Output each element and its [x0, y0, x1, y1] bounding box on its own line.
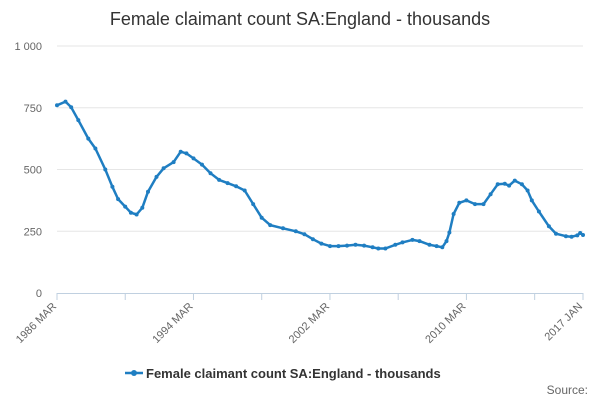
series-layer	[55, 99, 585, 251]
x-tick-label: 1994 MAR	[150, 301, 195, 346]
data-point[interactable]	[86, 136, 91, 141]
data-point[interactable]	[400, 240, 405, 245]
data-point[interactable]	[319, 241, 324, 246]
data-point[interactable]	[507, 183, 512, 188]
data-point[interactable]	[440, 245, 445, 250]
data-point[interactable]	[154, 174, 159, 179]
data-point[interactable]	[234, 184, 239, 189]
data-point[interactable]	[569, 234, 574, 239]
data-point[interactable]	[208, 171, 213, 176]
y-tick-label: 750	[24, 103, 42, 115]
data-point[interactable]	[191, 156, 196, 161]
legend[interactable]: Female claimant count SA:England - thous…	[125, 366, 441, 381]
data-point[interactable]	[362, 243, 367, 248]
x-tick-label: 2002 MAR	[287, 301, 332, 346]
data-point[interactable]	[417, 239, 422, 244]
data-point[interactable]	[140, 205, 145, 210]
data-point[interactable]	[536, 209, 541, 214]
data-point[interactable]	[488, 192, 493, 197]
data-point[interactable]	[76, 118, 81, 123]
y-tick-label: 500	[24, 165, 42, 177]
data-point[interactable]	[217, 177, 222, 182]
data-point[interactable]	[410, 237, 415, 242]
data-point[interactable]	[259, 215, 264, 220]
y-tick-label: 0	[36, 288, 42, 300]
data-point[interactable]	[281, 226, 285, 231]
data-point[interactable]	[268, 223, 273, 228]
data-point[interactable]	[116, 197, 121, 202]
data-point[interactable]	[336, 244, 341, 249]
source-label: Source:	[547, 383, 588, 397]
data-point[interactable]	[525, 188, 530, 193]
data-point[interactable]	[146, 189, 150, 194]
data-point[interactable]	[554, 231, 558, 236]
data-point[interactable]	[184, 151, 189, 156]
data-point[interactable]	[345, 243, 349, 248]
data-point[interactable]	[581, 233, 585, 237]
data-point[interactable]	[393, 242, 398, 247]
x-axis: 1986 MAR 1994 MAR 2002 MAR 2010 MAR 2017 JAN	[14, 293, 585, 346]
y-tick-label: 1 000	[14, 41, 42, 53]
data-point[interactable]	[55, 103, 59, 108]
data-point[interactable]	[251, 202, 256, 207]
x-tick-label: 2017 JAN	[542, 301, 585, 344]
legend-label: Female claimant count SA:England - thous…	[146, 366, 441, 381]
data-point[interactable]	[161, 166, 166, 171]
x-tick-label: 2010 MAR	[423, 301, 468, 346]
data-point[interactable]	[310, 237, 315, 242]
data-point[interactable]	[93, 146, 98, 151]
data-point[interactable]	[134, 212, 139, 217]
data-point[interactable]	[444, 239, 449, 244]
x-tick-label: 1986 MAR	[14, 301, 59, 346]
data-point[interactable]	[302, 232, 307, 237]
y-tick-label: 250	[24, 226, 42, 238]
data-point[interactable]	[434, 244, 439, 249]
data-point[interactable]	[578, 231, 583, 235]
data-point[interactable]	[563, 234, 568, 239]
data-point[interactable]	[451, 212, 456, 216]
data-point[interactable]	[69, 105, 74, 110]
data-point[interactable]	[575, 233, 580, 238]
data-point[interactable]	[328, 244, 332, 249]
y-axis-ticks: 0 250 500 750 1 000	[14, 41, 42, 300]
data-point[interactable]	[242, 188, 247, 193]
data-point[interactable]	[473, 202, 477, 207]
data-point[interactable]	[481, 202, 486, 207]
grid-lines	[57, 45, 583, 232]
data-point[interactable]	[171, 160, 176, 165]
data-point[interactable]	[495, 182, 500, 187]
data-point[interactable]	[123, 204, 128, 209]
data-point[interactable]	[200, 162, 204, 167]
data-point[interactable]	[63, 99, 68, 104]
data-point[interactable]	[447, 230, 452, 235]
data-point[interactable]	[128, 210, 133, 215]
chart-title: Female claimant count SA:England - thous…	[110, 9, 490, 29]
data-point[interactable]	[370, 245, 375, 250]
data-point[interactable]	[427, 242, 432, 247]
data-point[interactable]	[512, 178, 517, 183]
data-point[interactable]	[353, 242, 358, 247]
series-line	[56, 100, 584, 250]
data-point[interactable]	[178, 149, 183, 154]
data-point[interactable]	[225, 181, 230, 186]
data-point[interactable]	[502, 181, 507, 186]
data-point[interactable]	[293, 229, 298, 234]
data-point[interactable]	[110, 184, 115, 189]
legend-swatch-marker	[131, 370, 137, 376]
data-point[interactable]	[546, 224, 551, 229]
data-point[interactable]	[457, 200, 462, 205]
data-point[interactable]	[464, 198, 469, 203]
data-point[interactable]	[529, 198, 534, 203]
data-point[interactable]	[103, 167, 108, 172]
data-point[interactable]	[383, 246, 388, 251]
data-point[interactable]	[376, 246, 381, 251]
data-point[interactable]	[519, 182, 524, 187]
